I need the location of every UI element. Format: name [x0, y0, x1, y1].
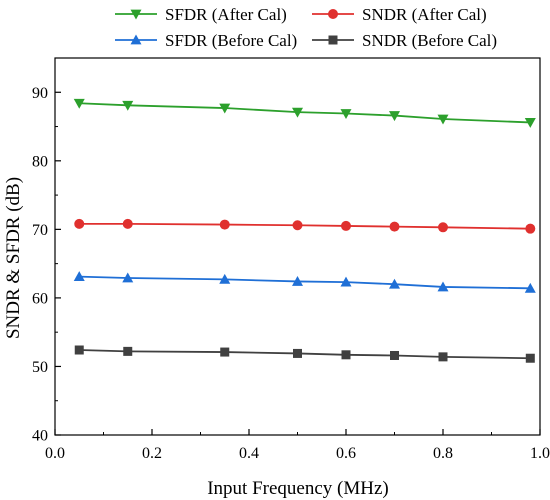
data-point: [341, 350, 351, 360]
x-tick-label: 0.4: [239, 445, 259, 462]
data-point: [292, 220, 303, 231]
legend-label: SNDR (Before Cal): [362, 31, 497, 50]
series-square-group: [74, 345, 535, 363]
data-point: [74, 218, 85, 229]
legend-marker: [328, 9, 338, 19]
data-point: [219, 219, 230, 230]
x-tick-label: 0.0: [45, 445, 65, 462]
legend-label: SFDR (After Cal): [165, 5, 287, 24]
x-axis-label: Input Frequency (MHz): [207, 478, 389, 499]
y-tick-label: 90: [32, 85, 48, 102]
data-point: [73, 98, 85, 109]
data-point: [390, 350, 399, 360]
data-point: [220, 347, 230, 357]
data-point: [438, 222, 448, 233]
legend-marker: [130, 9, 142, 20]
series-triangle-up-group: [73, 271, 536, 293]
legend-marker: [328, 35, 338, 45]
series-line: [79, 275, 531, 290]
plot-axes: 0.0 0.2 0.4 0.6 0.8 1.0 40 50 60 70 80 90: [32, 57, 550, 462]
series-line: [79, 349, 531, 360]
data-point: [340, 109, 352, 120]
series-circle-group: [74, 218, 536, 234]
data-point: [437, 281, 449, 292]
data-point: [73, 271, 85, 282]
data-point: [122, 218, 133, 229]
data-point: [74, 345, 84, 355]
data-point: [389, 221, 400, 232]
legend-entry: SNDR (After Cal): [312, 5, 487, 24]
data-point: [122, 272, 134, 283]
data-point: [122, 100, 134, 111]
series-line: [79, 222, 531, 230]
series-line: [79, 102, 531, 124]
y-tick-label: 60: [32, 290, 48, 307]
data-point: [340, 276, 352, 287]
y-axis-label: SNDR & SFDR (dB): [3, 177, 24, 339]
x-tick-label: 0.6: [336, 445, 356, 462]
legend-label: SNDR (After Cal): [362, 5, 487, 24]
data-point: [341, 220, 351, 231]
data-point: [219, 103, 231, 114]
data-point: [524, 118, 536, 128]
data-point: [292, 107, 303, 118]
legend-label: SFDR (Before Cal): [165, 31, 297, 50]
x-tick-label: 0.8: [433, 445, 453, 462]
data-point: [389, 111, 400, 122]
data-point: [123, 346, 133, 356]
x-tick-label: 1.0: [530, 445, 550, 462]
data-point: [438, 352, 448, 362]
y-tick-label: 80: [32, 153, 48, 170]
y-tick-label: 50: [32, 359, 48, 376]
data-point: [293, 348, 302, 358]
data-point: [524, 282, 536, 293]
series-layer: [73, 98, 536, 363]
y-tick-label: 70: [32, 222, 48, 239]
data-point: [437, 114, 449, 125]
x-tick-label: 0.2: [142, 445, 162, 462]
data-point: [219, 273, 231, 284]
data-point: [292, 275, 303, 286]
legend-entry: SNDR (Before Cal): [312, 31, 497, 50]
legend-entry: SFDR (After Cal): [115, 5, 287, 24]
legend-marker: [130, 34, 142, 45]
data-point: [389, 278, 400, 289]
legend-entry: SFDR (Before Cal): [115, 31, 297, 50]
y-tick-label: 40: [32, 428, 48, 445]
data-point: [525, 353, 535, 363]
legend: SFDR (After Cal) SNDR (After Cal) SFDR (Be…: [115, 5, 497, 50]
series-triangle-down-group: [73, 98, 536, 128]
data-point: [525, 223, 536, 234]
